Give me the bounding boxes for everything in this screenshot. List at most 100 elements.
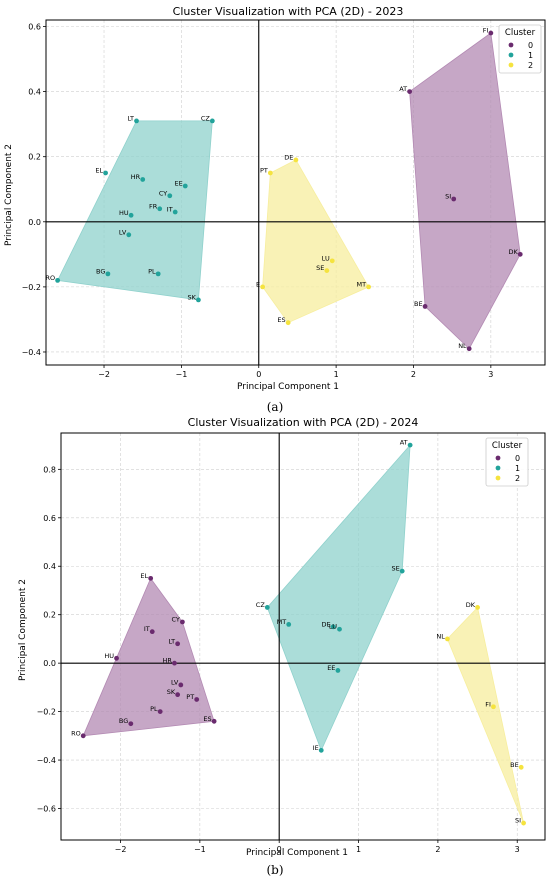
data-point-IT: [172, 209, 178, 215]
data-point-FR: [157, 206, 163, 212]
data-point-AT: [407, 89, 413, 95]
point-label-IT: IT: [167, 206, 173, 214]
data-point-LV: [178, 682, 184, 688]
point-label-SK: SK: [167, 688, 176, 696]
cluster-hull-2: [262, 159, 370, 324]
point-label-SE: SE: [391, 565, 399, 573]
point-label-LU: LU: [329, 623, 337, 631]
point-label-LT: LT: [127, 114, 134, 122]
data-point-RO: [80, 733, 86, 739]
point-label-CZ: CZ: [256, 601, 266, 609]
point-label-FR: FR: [149, 202, 158, 210]
point-label-IT: IT: [144, 625, 150, 633]
data-point-HU: [114, 655, 119, 661]
data-point-BE: [518, 764, 524, 770]
legend-entry-0: 0: [528, 41, 533, 50]
data-point-ES: [285, 320, 291, 326]
legend-entry-0: 0: [515, 454, 520, 463]
point-label-FI: FI: [483, 27, 489, 35]
point-label-CY: CY: [159, 189, 167, 197]
point-label-EE: EE: [175, 179, 183, 187]
legend-entry-2: 2: [515, 474, 520, 483]
point-label-NL: NL: [458, 342, 467, 350]
legend-box: [485, 437, 529, 487]
point-label-BG: BG: [119, 717, 128, 725]
point-label-PL: PL: [148, 267, 156, 275]
data-point-LU: [329, 258, 335, 264]
data-point-CY: [179, 619, 185, 625]
data-point-NL: [445, 636, 450, 642]
legend-marker-0: [495, 455, 501, 461]
data-point-EE: [335, 668, 341, 673]
data-point-DK: [517, 251, 523, 257]
data-point-LV: [126, 232, 132, 238]
data-point-FI: [491, 704, 496, 710]
point-label-IE: IE: [313, 744, 319, 752]
y-tick-label: 0.0: [28, 218, 41, 227]
data-point-CZ: [264, 605, 270, 610]
data-point-BG: [128, 721, 134, 727]
y-tick-label: 0.6: [28, 23, 41, 32]
data-point-SK: [196, 297, 201, 303]
y-axis-label: Principal Component 2: [18, 579, 28, 681]
point-label-LT: LT: [168, 637, 175, 645]
y-tick-label: 0.6: [43, 514, 56, 523]
data-point-AT: [407, 442, 413, 448]
point-label-HU: HU: [119, 209, 129, 217]
data-point-IT: [149, 629, 155, 635]
data-point-SK: [175, 692, 181, 698]
point-label-BE: BE: [414, 300, 423, 308]
data-point-HR: [172, 660, 177, 666]
point-label-FI: FI: [485, 700, 491, 708]
data-point-HU: [128, 212, 134, 218]
point-label-SE: SE: [316, 264, 324, 272]
plot-frame: [45, 19, 546, 366]
point-label-EL: EL: [95, 166, 103, 174]
point-label-PT: PT: [260, 166, 268, 174]
data-point-EE: [182, 183, 188, 189]
data-point-PT: [267, 170, 273, 176]
x-tick-label: 3: [515, 845, 520, 854]
legend-marker-1: [508, 52, 514, 58]
data-point-LT: [175, 641, 181, 647]
y-tick-label: −0.2: [22, 283, 41, 292]
chart-title: Cluster Visualization with PCA (2D) - 20…: [188, 416, 419, 429]
point-label-MT: MT: [357, 280, 367, 288]
point-label-MT: MT: [277, 618, 287, 626]
point-label-LV: LV: [119, 228, 127, 236]
point-label-DE: DE: [322, 620, 331, 628]
data-point-DE: [330, 624, 336, 630]
point-label-EE: EE: [327, 664, 335, 672]
chart-panel-2023: Cluster Visualization with PCA (2D) - 20…: [4, 5, 546, 414]
data-point-FI: [488, 30, 494, 36]
data-point-RO: [55, 277, 61, 283]
point-label-EL: EL: [140, 572, 148, 580]
legend-entry-1: 1: [515, 464, 520, 473]
x-tick-label: 1: [356, 845, 361, 854]
chart-title: Cluster Visualization with PCA (2D) - 20…: [173, 5, 404, 18]
caption-b: (b): [266, 863, 283, 877]
legend-entry-2: 2: [528, 61, 533, 70]
legend-marker-1: [495, 465, 501, 471]
x-tick-label: −2: [98, 370, 110, 379]
data-point-ES: [211, 718, 217, 724]
point-label-LU: LU: [322, 254, 330, 262]
x-tick-label: 0: [277, 845, 282, 854]
point-label-AT: AT: [400, 439, 408, 447]
point-label-DK: DK: [508, 248, 518, 256]
x-tick-label: 1: [334, 370, 339, 379]
point-label-E: E: [256, 280, 260, 288]
x-tick-label: −1: [175, 370, 187, 379]
point-label-AT: AT: [399, 85, 407, 93]
x-tick-label: 2: [435, 845, 440, 854]
x-tick-label: 0: [256, 370, 261, 379]
y-tick-label: −0.6: [37, 805, 56, 814]
point-label-HR: HR: [131, 173, 141, 181]
chart-panel-2024: Cluster Visualization with PCA (2D) - 20…: [18, 416, 546, 877]
point-label-CY: CY: [171, 615, 179, 623]
data-point-SE: [324, 268, 330, 274]
data-point-DK: [475, 605, 480, 610]
data-point-EL: [148, 575, 154, 581]
point-label-NL: NL: [436, 632, 445, 640]
